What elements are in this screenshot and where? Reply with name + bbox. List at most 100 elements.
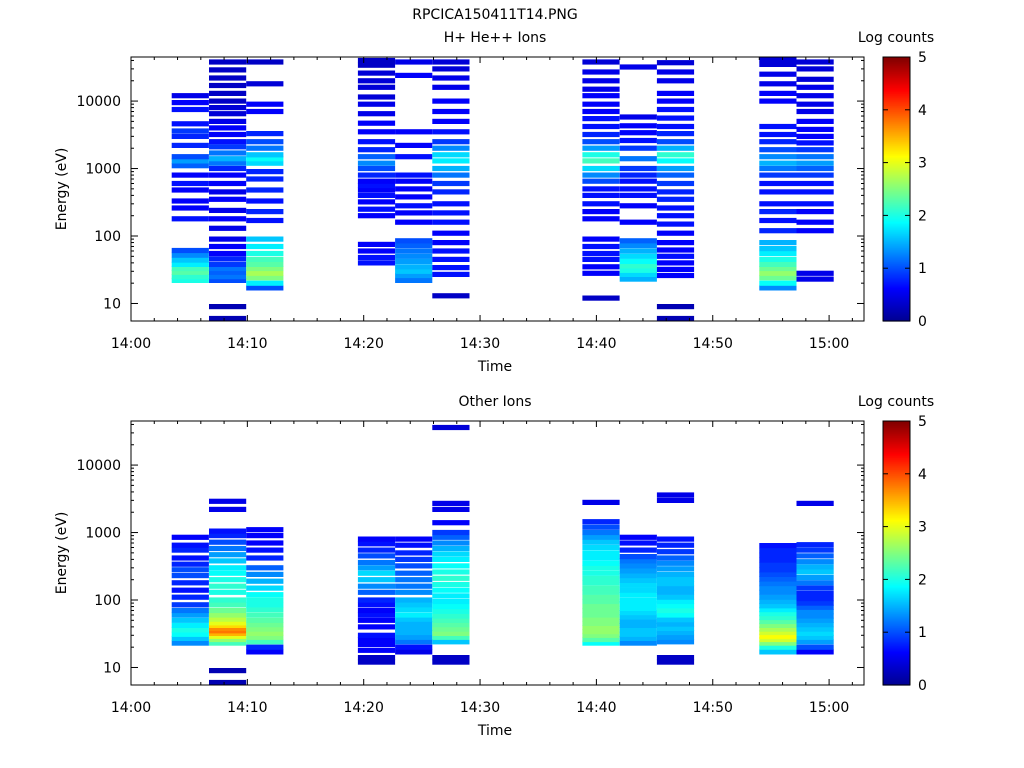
spectrogram-cell xyxy=(171,602,209,608)
spectrogram-cell xyxy=(759,607,797,613)
spectrogram-cell xyxy=(432,240,470,246)
colorbar-segment xyxy=(883,155,910,158)
colorbar-segment xyxy=(883,603,910,606)
spectrogram-cell xyxy=(432,59,470,65)
spectrogram-cell xyxy=(796,630,834,636)
spectrogram-cell xyxy=(209,636,247,643)
colorbar-segment xyxy=(883,547,910,550)
spectrogram-cell xyxy=(209,552,247,558)
spectrogram-cell xyxy=(171,594,209,600)
colorbar-segment xyxy=(883,651,910,654)
colorbar-segment xyxy=(883,593,910,596)
colorbar-tick-label: 5 xyxy=(918,50,927,66)
spectrogram-cell xyxy=(432,256,470,262)
colorbar-segment xyxy=(883,263,910,266)
spectrogram-cell xyxy=(395,536,433,542)
plot-frame xyxy=(130,56,865,322)
spectrogram-cell xyxy=(209,118,247,124)
spectrogram-cell xyxy=(759,567,797,573)
spectrogram-cell xyxy=(432,118,470,124)
colorbar-segment xyxy=(883,481,910,484)
spectrogram-cell xyxy=(619,540,657,546)
colorbar-segment xyxy=(883,485,910,488)
colorbar-segment xyxy=(883,271,910,274)
spectrogram-cell xyxy=(656,639,695,645)
spectrogram-cell xyxy=(209,277,247,283)
spectrogram-cell xyxy=(582,607,620,614)
spectrogram-cell xyxy=(357,178,396,184)
colorbar-segment xyxy=(883,585,910,588)
spectrogram-cell xyxy=(246,261,284,267)
spectrogram-cell xyxy=(759,571,797,577)
spectrogram-cell xyxy=(656,315,695,322)
spectrogram-cell xyxy=(395,59,433,65)
spectrogram-cell xyxy=(171,265,209,272)
spectrogram-cell xyxy=(171,142,209,148)
colorbar-segment xyxy=(883,565,910,568)
spectrogram-cell xyxy=(656,60,695,66)
spectrogram-cell xyxy=(395,142,433,148)
spectrogram-cell xyxy=(357,94,396,100)
spectrogram-cell xyxy=(656,594,695,600)
spectrogram-cell xyxy=(357,641,396,647)
spectrogram-cell xyxy=(209,75,247,81)
colorbar-segment xyxy=(883,73,910,76)
spectrogram-cell xyxy=(656,230,695,236)
colorbar-segment xyxy=(883,517,910,520)
colorbar-segment xyxy=(883,659,910,662)
colorbar-segment xyxy=(883,681,910,684)
spectrogram-cell xyxy=(357,570,396,576)
spectrogram-cell xyxy=(796,564,834,570)
spectrogram-cell xyxy=(209,90,247,96)
spectrogram-cell xyxy=(395,597,433,603)
spectrogram-cell xyxy=(432,66,470,72)
spectrogram-cell xyxy=(656,581,695,587)
colorbar-segment xyxy=(883,625,910,628)
spectrogram-cell xyxy=(582,604,620,610)
colorbar-segment xyxy=(883,163,910,166)
spectrogram-cell xyxy=(582,612,620,618)
spectrogram-cell xyxy=(209,67,247,73)
spectrogram-cell xyxy=(432,158,470,164)
spectrogram-cell xyxy=(759,644,797,650)
colorbar-segment xyxy=(883,117,910,120)
spectrogram-cell xyxy=(357,160,396,166)
colorbar-segment xyxy=(883,151,910,154)
y-axis-label: Energy (eV) xyxy=(54,148,70,231)
colorbar-segment xyxy=(883,87,910,90)
colorbar-segment xyxy=(883,583,910,586)
spectrogram-cell xyxy=(656,240,695,246)
colorbar-segment xyxy=(883,131,910,134)
spectrogram-cell xyxy=(619,253,657,259)
spectrogram-cell xyxy=(582,585,620,591)
spectrogram-cell xyxy=(796,201,834,207)
spectrogram-cell xyxy=(796,270,834,276)
spectrogram-cell xyxy=(619,601,657,607)
colorbar-segment xyxy=(883,423,910,426)
spectrogram-cell xyxy=(246,622,284,628)
spectrogram-cell xyxy=(357,199,396,205)
y-tick-label: 10000 xyxy=(76,94,121,110)
spectrogram-cell xyxy=(357,62,396,68)
colorbar-segment xyxy=(883,587,910,590)
spectrogram-cell xyxy=(171,121,209,127)
spectrogram-cell xyxy=(582,575,620,581)
spectrogram-cell xyxy=(759,581,797,587)
colorbar-segment xyxy=(883,181,910,184)
colorbar: 0 1 2 3 4 5 xyxy=(882,414,927,694)
spectrogram-cell xyxy=(432,613,470,619)
spectrogram-cell xyxy=(759,636,797,643)
spectrogram-cell xyxy=(171,567,209,573)
colorbar-segment xyxy=(883,211,910,214)
spectrogram-cell xyxy=(395,577,433,583)
spectrogram-cell xyxy=(432,108,470,115)
spectrogram-cell xyxy=(171,154,209,160)
colorbar-segment xyxy=(883,213,910,216)
spectrogram-cell xyxy=(246,265,284,272)
colorbar-segment xyxy=(883,293,910,296)
spectrogram-cell xyxy=(582,152,620,158)
spectrogram-cell xyxy=(246,187,284,193)
spectrogram-cell xyxy=(796,189,834,195)
spectrogram-cell xyxy=(656,621,695,627)
colorbar-segment xyxy=(883,281,910,284)
